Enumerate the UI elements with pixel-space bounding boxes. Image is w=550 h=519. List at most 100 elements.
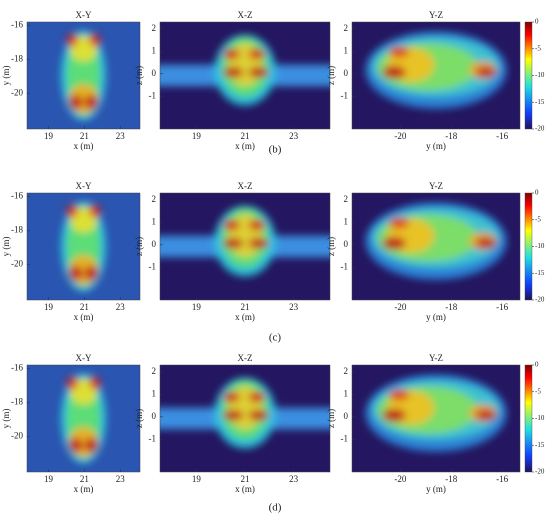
y-axis-label: z (m)	[326, 66, 336, 85]
y-tick-label: -18	[11, 224, 23, 234]
heatmap-image	[160, 365, 330, 472]
colorbar	[524, 21, 533, 130]
y-axis-label: z (m)	[326, 409, 336, 428]
heat-blob	[68, 94, 83, 110]
y-tick-label: -20	[11, 258, 23, 268]
colorbar-tick-label: -5	[535, 44, 541, 52]
panel-title: Y-Z	[429, 353, 443, 363]
y-axis-label: y (m)	[1, 237, 11, 257]
x-tick-label: -16	[496, 131, 508, 141]
heat-blob	[476, 409, 497, 421]
y-tick-label: -1	[341, 433, 349, 443]
heat-blob	[222, 391, 240, 403]
y-tick-label: -16	[11, 190, 23, 200]
y-tick-label: -1	[149, 433, 157, 443]
heatmap-blobs	[60, 201, 107, 292]
y-tick-label: 1	[344, 216, 349, 226]
y-tick-label: 2	[152, 366, 157, 376]
colorbar-tick-label: -10	[535, 414, 545, 422]
x-tick-label: -20	[394, 302, 406, 312]
heat-blob	[222, 219, 240, 231]
y-tick-label: -1	[149, 90, 157, 100]
y-axis-label: y (m)	[1, 409, 11, 429]
heatmap-image	[352, 22, 520, 129]
colorbar-tick-label: -5	[535, 215, 541, 223]
heat-blob	[66, 376, 78, 390]
y-tick-label: -1	[341, 261, 349, 271]
heat-blob	[248, 48, 266, 60]
heat-blob	[222, 66, 244, 78]
x-axis-label: x (m)	[74, 141, 94, 151]
y-tick-label: 1	[152, 45, 157, 55]
heatmap-image	[352, 193, 520, 300]
x-tick-label: 19	[44, 302, 54, 312]
y-axis-label: z (m)	[326, 237, 336, 256]
x-tick-label: 21	[80, 474, 89, 484]
heat-blob	[84, 265, 99, 281]
colorbar-tick-label: 0	[535, 189, 539, 197]
x-axis-label: x (m)	[235, 312, 255, 322]
heat-blob	[89, 204, 101, 218]
colorbar-tick-label: -20	[535, 296, 545, 304]
caption: (b)	[269, 144, 282, 156]
y-tick-label: 2	[344, 366, 349, 376]
heat-blob	[84, 94, 99, 110]
x-tick-label: 21	[80, 131, 89, 141]
heat-blob	[89, 33, 101, 47]
heatmap-blobs	[160, 205, 330, 277]
y-tick-label: -18	[11, 53, 23, 63]
y-axis-label: z (m)	[134, 66, 144, 85]
heat-blob	[388, 217, 410, 229]
heat-blob	[248, 66, 269, 78]
x-tick-label: -18	[445, 131, 457, 141]
colorbar-tick-label: 0	[535, 361, 539, 369]
heat-blob	[66, 204, 78, 218]
colorbar-tick-label: -5	[535, 387, 541, 395]
x-tick-label: 23	[289, 302, 299, 312]
heatmap-image	[160, 22, 330, 129]
y-tick-label: 2	[344, 23, 349, 33]
panel-frame	[351, 21, 521, 130]
colorbar-tick-label: 0	[535, 18, 539, 26]
y-tick-label: 0	[152, 239, 157, 249]
x-tick-label: 19	[44, 131, 54, 141]
heatmap-panel: 19 21 23 -16 -18 -20 X-Y x (m) y (m)	[1, 353, 141, 494]
heat-blob	[66, 33, 78, 47]
caption: (d)	[269, 502, 282, 514]
heat-blob	[476, 237, 497, 249]
x-tick-label: 19	[192, 474, 202, 484]
x-tick-label: -20	[394, 474, 406, 484]
heatmap-image	[27, 365, 140, 472]
panel-title: Y-Z	[429, 10, 443, 20]
x-tick-label: 23	[116, 474, 126, 484]
heat-blob	[222, 48, 240, 60]
heat-blob	[382, 236, 406, 250]
heatmap-panel: -20 -18 -16 2 1 0 -1 Y-Z y (m) z (m)	[326, 353, 521, 494]
heatmap-panel: 19 21 23 -16 -18 -20 X-Y x (m) y (m)	[1, 181, 141, 322]
y-tick-label: 1	[344, 45, 349, 55]
x-axis-label: y (m)	[426, 141, 446, 151]
heatmap-blobs	[60, 373, 107, 464]
heat-blob	[222, 409, 244, 421]
y-tick-label: 0	[344, 68, 349, 78]
x-tick-label: 23	[116, 131, 126, 141]
colorbar-tick-label: -15	[535, 441, 545, 449]
x-tick-label: 19	[192, 302, 202, 312]
x-axis-label: x (m)	[74, 484, 94, 494]
heat-blob	[248, 391, 266, 403]
y-tick-label: 2	[152, 194, 157, 204]
x-axis-label: y (m)	[426, 484, 446, 494]
x-tick-label: -16	[496, 474, 508, 484]
heatmap-blobs	[160, 377, 330, 449]
heat-blob	[68, 437, 83, 453]
panel-title: X-Y	[76, 181, 92, 191]
heat-blob	[382, 65, 406, 79]
heatmap-panel: -20 -18 -16 2 1 0 -1 Y-Z y (m) z (m)	[326, 181, 521, 322]
x-tick-label: 19	[44, 474, 54, 484]
colorbar	[524, 364, 533, 473]
colorbar-tick-label: -20	[535, 468, 545, 476]
heatmap-panel: 19 21 23 -16 -18 -20 X-Y x (m) y (m)	[1, 10, 141, 151]
